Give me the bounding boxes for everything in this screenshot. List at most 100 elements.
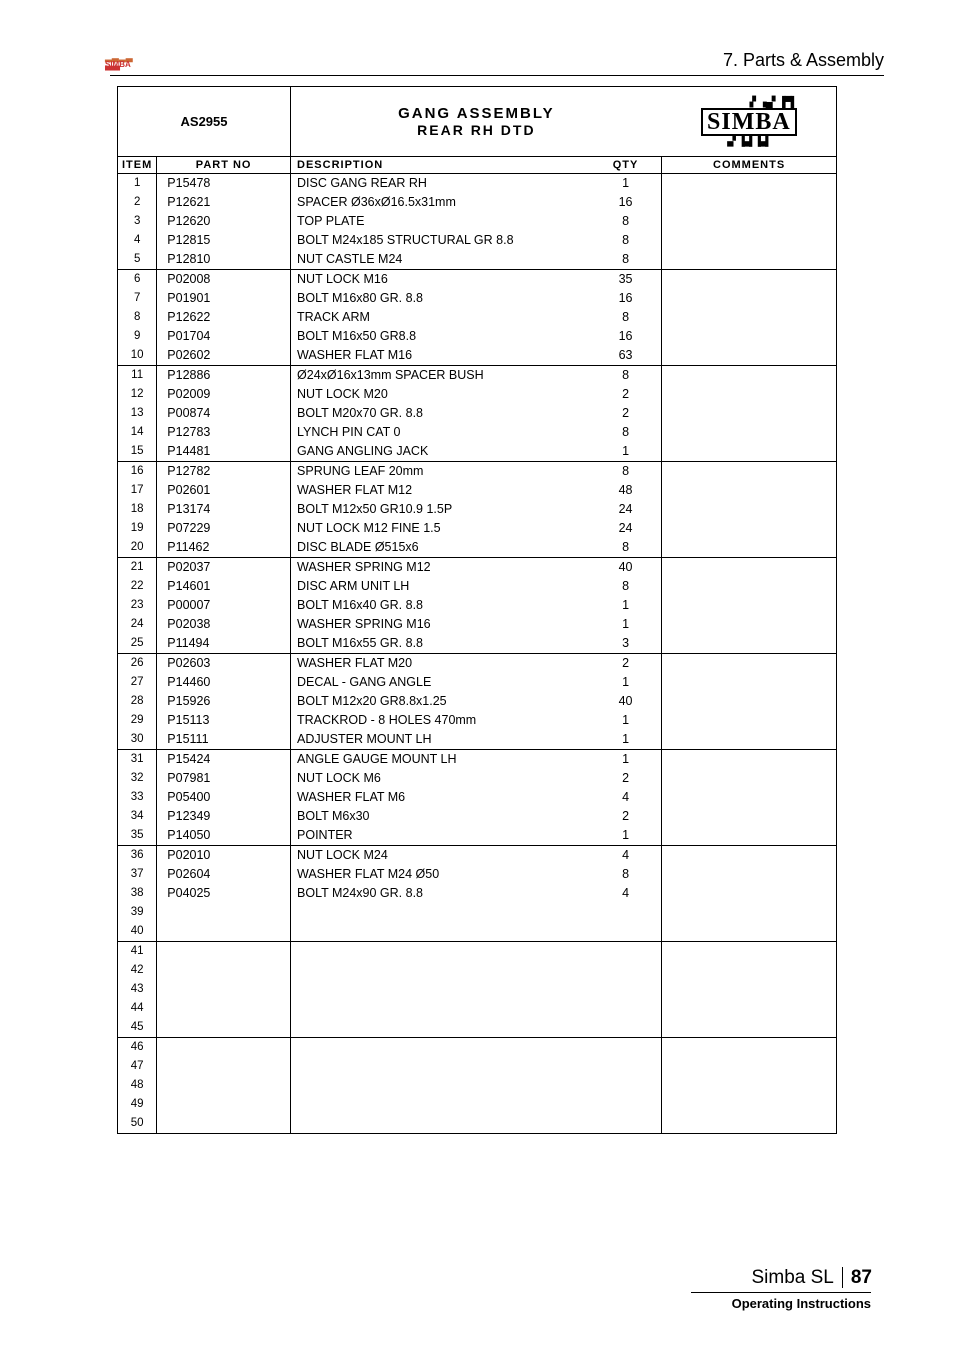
cell-comments <box>662 615 837 634</box>
table-row: 34P12349BOLT M6x302 <box>118 807 837 826</box>
table-row: 49 <box>118 1095 837 1114</box>
page-footer: Simba SL87 Operating Instructions <box>691 1267 872 1311</box>
cell-description <box>291 961 590 980</box>
cell-item: 37 <box>118 865 157 884</box>
cell-description <box>291 980 590 999</box>
cell-item: 40 <box>118 922 157 942</box>
cell-part-no: P07229 <box>157 519 291 538</box>
cell-qty: 24 <box>590 519 662 538</box>
cell-item: 10 <box>118 346 157 366</box>
brand-logo-large: ▗▘▗▄▘▐▀▌ SIMBA ▄▘▐▄▌▐▄▌ <box>697 95 801 149</box>
cell-qty <box>590 922 662 942</box>
cell-part-no <box>157 942 291 962</box>
cell-part-no: P15424 <box>157 750 291 770</box>
cell-part-no: P12815 <box>157 231 291 250</box>
cell-part-no: P02009 <box>157 385 291 404</box>
cell-item: 15 <box>118 442 157 462</box>
table-row: 42 <box>118 961 837 980</box>
table-row: 29P15113TRACKROD - 8 HOLES 470mm1 <box>118 711 837 730</box>
cell-description <box>291 903 590 922</box>
brand-logo-cell: ▗▘▗▄▘▐▀▌ SIMBA ▄▘▐▄▌▐▄▌ <box>662 87 837 157</box>
col-comments: COMMENTS <box>662 157 837 174</box>
cell-comments <box>662 327 837 346</box>
cell-item: 12 <box>118 385 157 404</box>
cell-item: 24 <box>118 615 157 634</box>
cell-part-no: P02008 <box>157 270 291 290</box>
cell-comments <box>662 481 837 500</box>
cell-qty: 8 <box>590 865 662 884</box>
cell-qty: 3 <box>590 634 662 654</box>
cell-comments <box>662 865 837 884</box>
table-row: 16P12782SPRUNG LEAF 20mm8 <box>118 462 837 482</box>
cell-part-no: P02601 <box>157 481 291 500</box>
cell-item: 45 <box>118 1018 157 1038</box>
cell-item: 25 <box>118 634 157 654</box>
cell-part-no: P02010 <box>157 846 291 866</box>
logo-underline: ▀▀▀ <box>105 69 139 73</box>
cell-item: 36 <box>118 846 157 866</box>
cell-item: 38 <box>118 884 157 903</box>
cell-qty: 1 <box>590 615 662 634</box>
cell-comments <box>662 385 837 404</box>
cell-qty: 2 <box>590 769 662 788</box>
table-row: 25P11494BOLT M16x55 GR. 8.83 <box>118 634 837 654</box>
cell-part-no: P15111 <box>157 730 291 750</box>
col-qty: QTY <box>590 157 662 174</box>
cell-part-no: P12782 <box>157 462 291 482</box>
cell-comments <box>662 730 837 750</box>
cell-qty: 35 <box>590 270 662 290</box>
cell-comments <box>662 250 837 270</box>
table-row: 17P02601WASHER FLAT M1248 <box>118 481 837 500</box>
cell-qty: 4 <box>590 788 662 807</box>
cell-item: 11 <box>118 366 157 386</box>
cell-description: BOLT M24x90 GR. 8.8 <box>291 884 590 903</box>
table-row: 6P02008NUT LOCK M1635 <box>118 270 837 290</box>
cell-qty: 8 <box>590 538 662 558</box>
cell-comments <box>662 980 837 999</box>
cell-description: SPACER Ø36xØ16.5x31mm <box>291 193 590 212</box>
cell-comments <box>662 174 837 194</box>
table-row: 48 <box>118 1076 837 1095</box>
cell-qty: 40 <box>590 692 662 711</box>
cell-description: BOLT M16x50 GR8.8 <box>291 327 590 346</box>
cell-description <box>291 999 590 1018</box>
cell-comments <box>662 442 837 462</box>
column-header-row: ITEM PART NO DESCRIPTION QTY COMMENTS <box>118 157 837 174</box>
cell-qty <box>590 903 662 922</box>
cell-qty: 1 <box>590 596 662 615</box>
cell-item: 13 <box>118 404 157 423</box>
cell-description: WASHER SPRING M12 <box>291 558 590 578</box>
cell-item: 7 <box>118 289 157 308</box>
cell-part-no <box>157 1038 291 1058</box>
cell-qty <box>590 1095 662 1114</box>
table-row: 2P12621SPACER Ø36xØ16.5x31mm16 <box>118 193 837 212</box>
cell-item: 42 <box>118 961 157 980</box>
cell-comments <box>662 846 837 866</box>
cell-description: BOLT M24x185 STRUCTURAL GR 8.8 <box>291 231 590 250</box>
cell-description <box>291 1018 590 1038</box>
cell-description: WASHER FLAT M20 <box>291 654 590 674</box>
table-row: 26P02603WASHER FLAT M202 <box>118 654 837 674</box>
table-row: 3P12620TOP PLATE8 <box>118 212 837 231</box>
cell-qty: 1 <box>590 711 662 730</box>
cell-comments <box>662 577 837 596</box>
cell-qty: 8 <box>590 212 662 231</box>
parts-table: AS2955 GANG ASSEMBLY REAR RH DTD ▗▘▗▄▘▐▀… <box>117 86 837 1134</box>
cell-qty: 2 <box>590 404 662 423</box>
cell-item: 8 <box>118 308 157 327</box>
model-code: AS2955 <box>181 114 228 129</box>
cell-part-no: P00007 <box>157 596 291 615</box>
cell-part-no: P01901 <box>157 289 291 308</box>
cell-part-no: P14460 <box>157 673 291 692</box>
cell-description: TOP PLATE <box>291 212 590 231</box>
cell-description <box>291 1038 590 1058</box>
table-row: 33P05400WASHER FLAT M64 <box>118 788 837 807</box>
cell-item: 1 <box>118 174 157 194</box>
cell-qty <box>590 1057 662 1076</box>
cell-qty: 1 <box>590 826 662 846</box>
table-row: 36P02010NUT LOCK M244 <box>118 846 837 866</box>
cell-comments <box>662 366 837 386</box>
cell-comments <box>662 826 837 846</box>
table-row: 43 <box>118 980 837 999</box>
cell-comments <box>662 1057 837 1076</box>
